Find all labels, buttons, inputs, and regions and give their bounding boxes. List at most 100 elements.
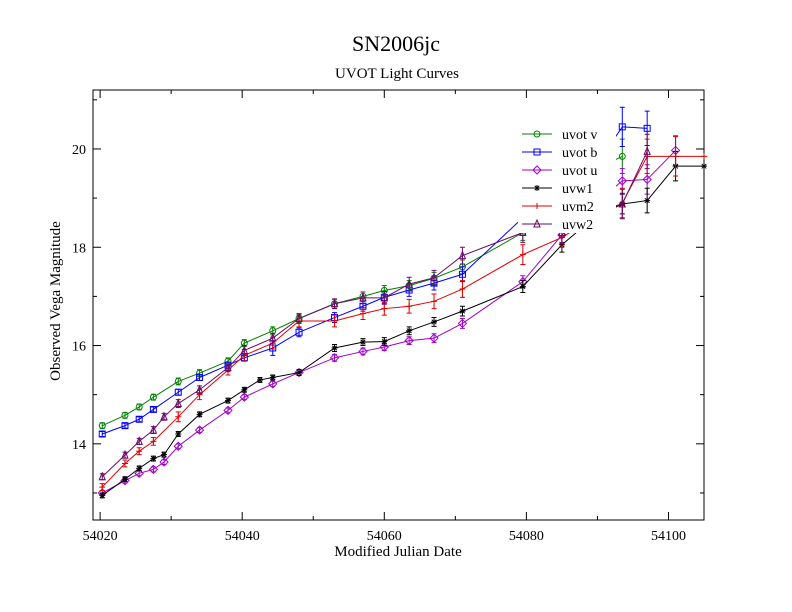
error-bar (122, 422, 128, 429)
data-point (239, 392, 250, 402)
plot-frame (92, 89, 705, 521)
error-bar (150, 406, 156, 413)
data-point (136, 465, 143, 472)
data-point (121, 422, 129, 430)
data-point (241, 386, 248, 393)
data-point (121, 411, 129, 419)
data-point (405, 278, 413, 288)
data-point (240, 345, 249, 354)
data-point (98, 430, 106, 438)
legend-item: uvot v (522, 128, 597, 143)
data-point (643, 146, 651, 155)
data-point (121, 476, 128, 483)
data-point (224, 362, 232, 372)
data-point (519, 251, 526, 258)
data-point (175, 431, 182, 437)
data-point (195, 384, 204, 394)
data-point (296, 369, 303, 376)
data-point (533, 130, 541, 138)
y-tick-label: 20 (72, 143, 86, 158)
data-point (331, 317, 338, 324)
data-point (430, 272, 438, 282)
data-point (429, 333, 439, 343)
data-point (381, 338, 388, 345)
data-point (135, 436, 143, 445)
data-point (268, 332, 277, 342)
data-point (134, 468, 144, 479)
data-point (223, 405, 233, 416)
data-point (532, 165, 542, 175)
data-point (459, 286, 466, 293)
data-point (459, 308, 466, 315)
legend-item: uvot u (522, 164, 597, 179)
data-point (380, 292, 389, 302)
data-point (330, 298, 339, 308)
x-tick-label: 54060 (367, 529, 402, 544)
data-point (534, 203, 540, 209)
data-point (174, 388, 182, 396)
y-tick-label: 16 (72, 340, 86, 355)
data-point (331, 345, 338, 351)
error-bar (619, 188, 625, 220)
data-point (173, 441, 183, 451)
data-point (642, 174, 652, 185)
legend-box (518, 123, 616, 233)
data-point (98, 471, 106, 481)
data-point (194, 425, 205, 435)
data-point (174, 398, 183, 408)
data-point (135, 415, 143, 423)
data-point (150, 438, 157, 445)
legend-label: uvot u (562, 164, 597, 179)
legend-label: uvm2 (562, 200, 594, 215)
data-point (406, 303, 413, 310)
data-point (701, 163, 707, 170)
y-tick-label: 18 (72, 241, 86, 256)
data-point (379, 342, 389, 352)
data-point (121, 449, 129, 459)
legend-item: uvw1 (522, 182, 593, 197)
data-point (458, 250, 467, 260)
data-point (457, 318, 468, 329)
data-point (149, 393, 157, 401)
x-tick-label: 54040 (225, 529, 260, 544)
data-point (358, 346, 368, 357)
data-point (295, 313, 303, 323)
data-point (224, 397, 231, 404)
data-point (149, 405, 157, 413)
data-point (150, 455, 157, 462)
legend-label: uvot v (562, 128, 597, 143)
chart-subtitle: UVOT Light Curves (335, 66, 459, 82)
error-bar (619, 106, 625, 148)
data-point (618, 152, 626, 160)
data-point (359, 339, 366, 346)
data-point (329, 353, 340, 363)
data-point (161, 451, 168, 458)
data-point (534, 185, 540, 191)
error-bar (136, 416, 142, 423)
data-point (701, 153, 707, 160)
data-point (174, 377, 182, 385)
y-tick-label: 14 (72, 438, 86, 453)
data-point (149, 424, 158, 434)
data-point (359, 310, 366, 317)
data-point (99, 484, 106, 491)
data-point (406, 327, 413, 334)
error-bar (99, 431, 105, 437)
data-point (99, 492, 106, 499)
data-point (295, 328, 303, 336)
error-bar (175, 388, 181, 396)
data-point (431, 318, 438, 325)
data-point (148, 464, 159, 475)
data-point (533, 218, 541, 228)
legend: uvot v uvot b uvot u uvw1 uvm2 uvw2 (518, 123, 616, 233)
data-point (672, 153, 679, 160)
data-point (618, 123, 626, 131)
data-point (644, 197, 651, 204)
data-point (458, 270, 466, 278)
x-tick-label: 54020 (83, 529, 118, 544)
data-point (196, 411, 203, 418)
data-point (269, 374, 276, 381)
data-point (618, 198, 627, 208)
data-point (533, 148, 541, 156)
